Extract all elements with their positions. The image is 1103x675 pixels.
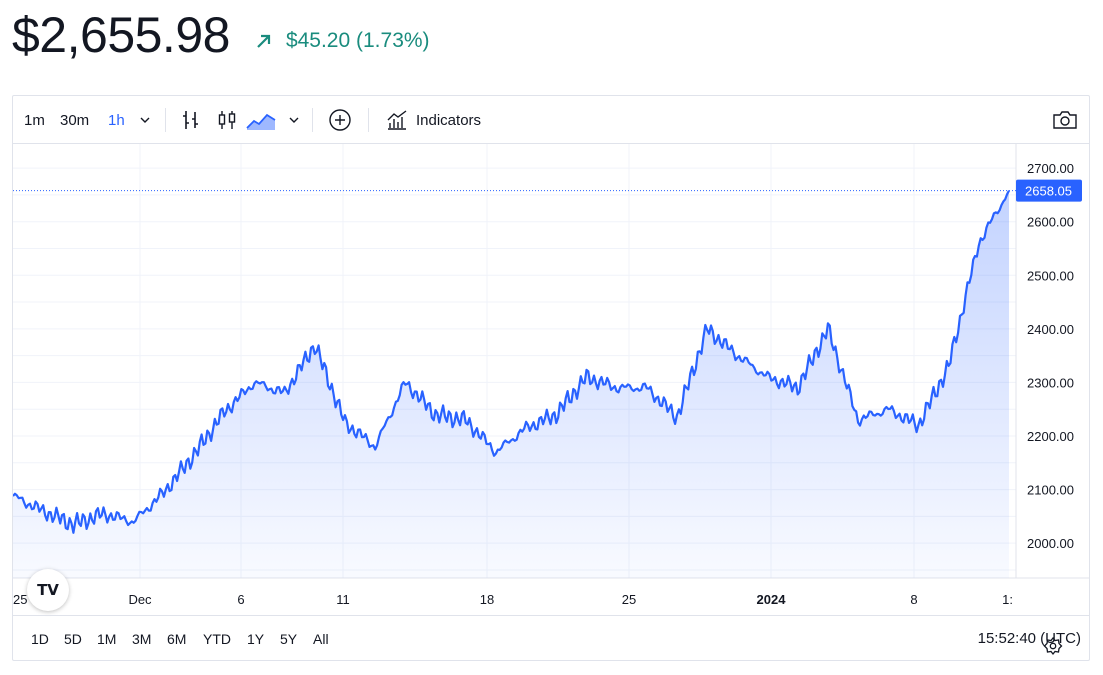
range-5y[interactable]: 5Y [280,630,298,647]
range-1m[interactable]: 1M [97,630,117,647]
toolbar-divider [165,108,166,132]
range-5d[interactable]: 5D [64,630,82,647]
area-chart-icon [246,113,276,130]
chevron-down-icon [140,117,150,123]
indicators-button[interactable]: Indicators [385,96,481,144]
area-chart-button[interactable] [246,96,276,144]
time-axis-label: 18 [480,592,494,607]
price-axis-label: 2500.00 [1027,268,1074,283]
toolbar-divider [312,108,313,132]
time-axis-label: Dec [128,592,152,607]
price-chart[interactable]: 2700.00 2600.00 2500.00 2400.00 2300.00 2200.… [13,144,1089,656]
time-axis-label: 2024 [757,592,787,607]
candles-chart-button[interactable] [215,96,239,144]
gear-icon[interactable] [1043,636,1063,656]
price-axis-label: 2300.00 [1027,375,1074,390]
bars-chart-button[interactable] [179,96,203,144]
range-1d[interactable]: 1D [31,630,49,647]
price-change: $45.20 (1.73%) [254,29,430,53]
time-axis-label: 1: [1002,592,1013,607]
arrow-up-right-icon [257,34,271,48]
utc-clock: 15:52:40 (UTC) [977,630,1081,647]
price-axis-label: 2100.00 [1027,483,1074,498]
time-axis-label: 25 [622,592,636,607]
compare-add-button[interactable] [328,96,352,144]
toolbar-divider [368,108,369,132]
time-axis-label: 8 [910,592,917,607]
range-ytd[interactable]: YTD [203,630,231,647]
price-line [13,190,1010,534]
camera-icon [1053,111,1077,129]
interval-dropdown[interactable] [139,96,151,144]
chart-toolbar: 1m 30m 1h [13,96,1089,144]
plus-circle-icon [329,109,351,131]
range-bar: 1D 5D 1M 3M 6M YTD 1Y 5Y All 15:52:40 (U… [13,615,1089,661]
time-axis-label: 25 [13,592,27,607]
time-axis-label: 6 [237,592,244,607]
chart-widget: 1m 30m 1h [12,95,1090,661]
current-price-label: 2658.05 [1025,184,1072,199]
interval-1h[interactable]: 1h [108,111,125,129]
time-axis-label: 11 [336,592,350,607]
price-axis-label: 2000.00 [1027,536,1074,551]
price-area-fill [13,190,1009,578]
interval-30m[interactable]: 30m [60,111,90,129]
interval-1m[interactable]: 1m [24,111,45,129]
range-all[interactable]: All [313,630,329,647]
tradingview-logo[interactable]: TV [27,569,69,611]
price-axis-label: 2400.00 [1027,322,1074,337]
indicators-icon [387,110,407,130]
chart-canvas[interactable]: 2700.00 2600.00 2500.00 2400.00 2300.00 2200.… [13,144,1089,614]
current-price: $2,655.98 [12,7,230,63]
indicators-label: Indicators [416,111,482,129]
price-axis-label: 2700.00 [1027,161,1074,176]
price-axis-label: 2200.00 [1027,429,1074,444]
snapshot-button[interactable] [1052,96,1078,144]
range-3m[interactable]: 3M [132,630,152,647]
candles-icon [218,111,236,129]
bar-chart-icon [183,111,198,129]
current-price-marker [1016,179,1082,202]
range-1y[interactable]: 1Y [247,630,265,647]
price-header: $2,655.98 $45.20 (1.73%) [12,0,430,70]
price-axis-label: 2600.00 [1027,215,1074,230]
chart-type-dropdown[interactable] [288,96,300,144]
chevron-down-icon [289,117,299,123]
range-6m[interactable]: 6M [167,630,187,647]
price-change-value: $45.20 (1.73%) [285,29,430,52]
